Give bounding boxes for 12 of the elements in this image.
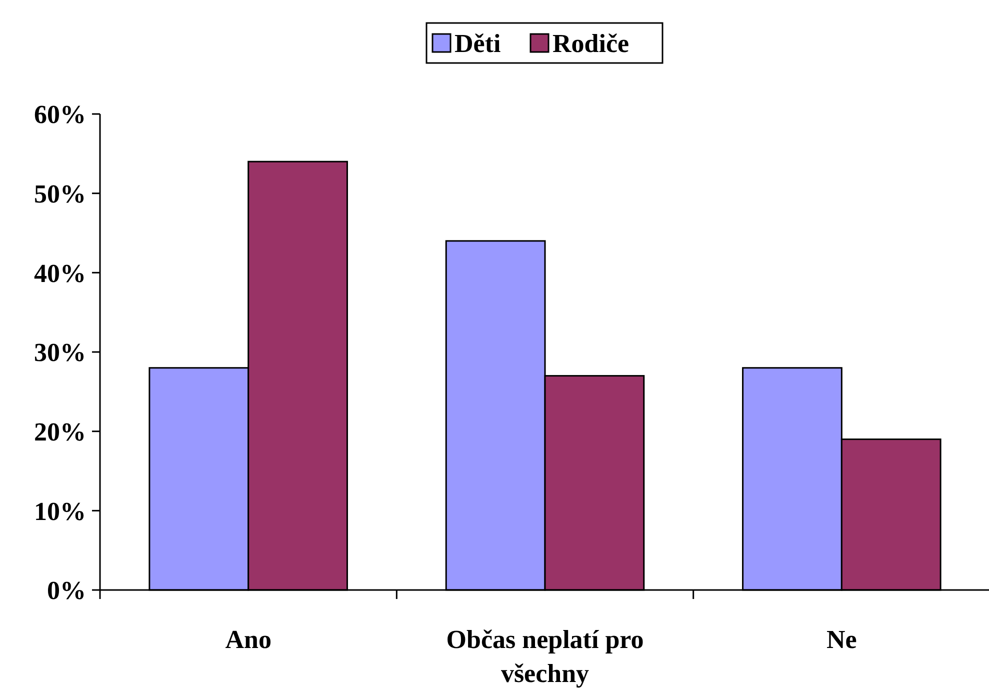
y-tick-label: 20%	[34, 417, 86, 446]
y-tick-label: 60%	[34, 100, 86, 130]
y-tick-label: 10%	[34, 496, 86, 526]
legend-label: Rodiče	[552, 29, 630, 58]
x-tick-label: Ano	[225, 625, 272, 654]
legend-label: Děti	[454, 29, 501, 58]
y-tick-label: 0%	[47, 576, 86, 606]
y-tick-label: 50%	[34, 179, 86, 208]
x-tick-label: Ne	[826, 625, 857, 654]
y-tick-label: 30%	[34, 338, 86, 368]
x-tick-label: Občas neplatí pro všechny	[446, 625, 644, 688]
y-tick-label: 40%	[34, 258, 86, 288]
